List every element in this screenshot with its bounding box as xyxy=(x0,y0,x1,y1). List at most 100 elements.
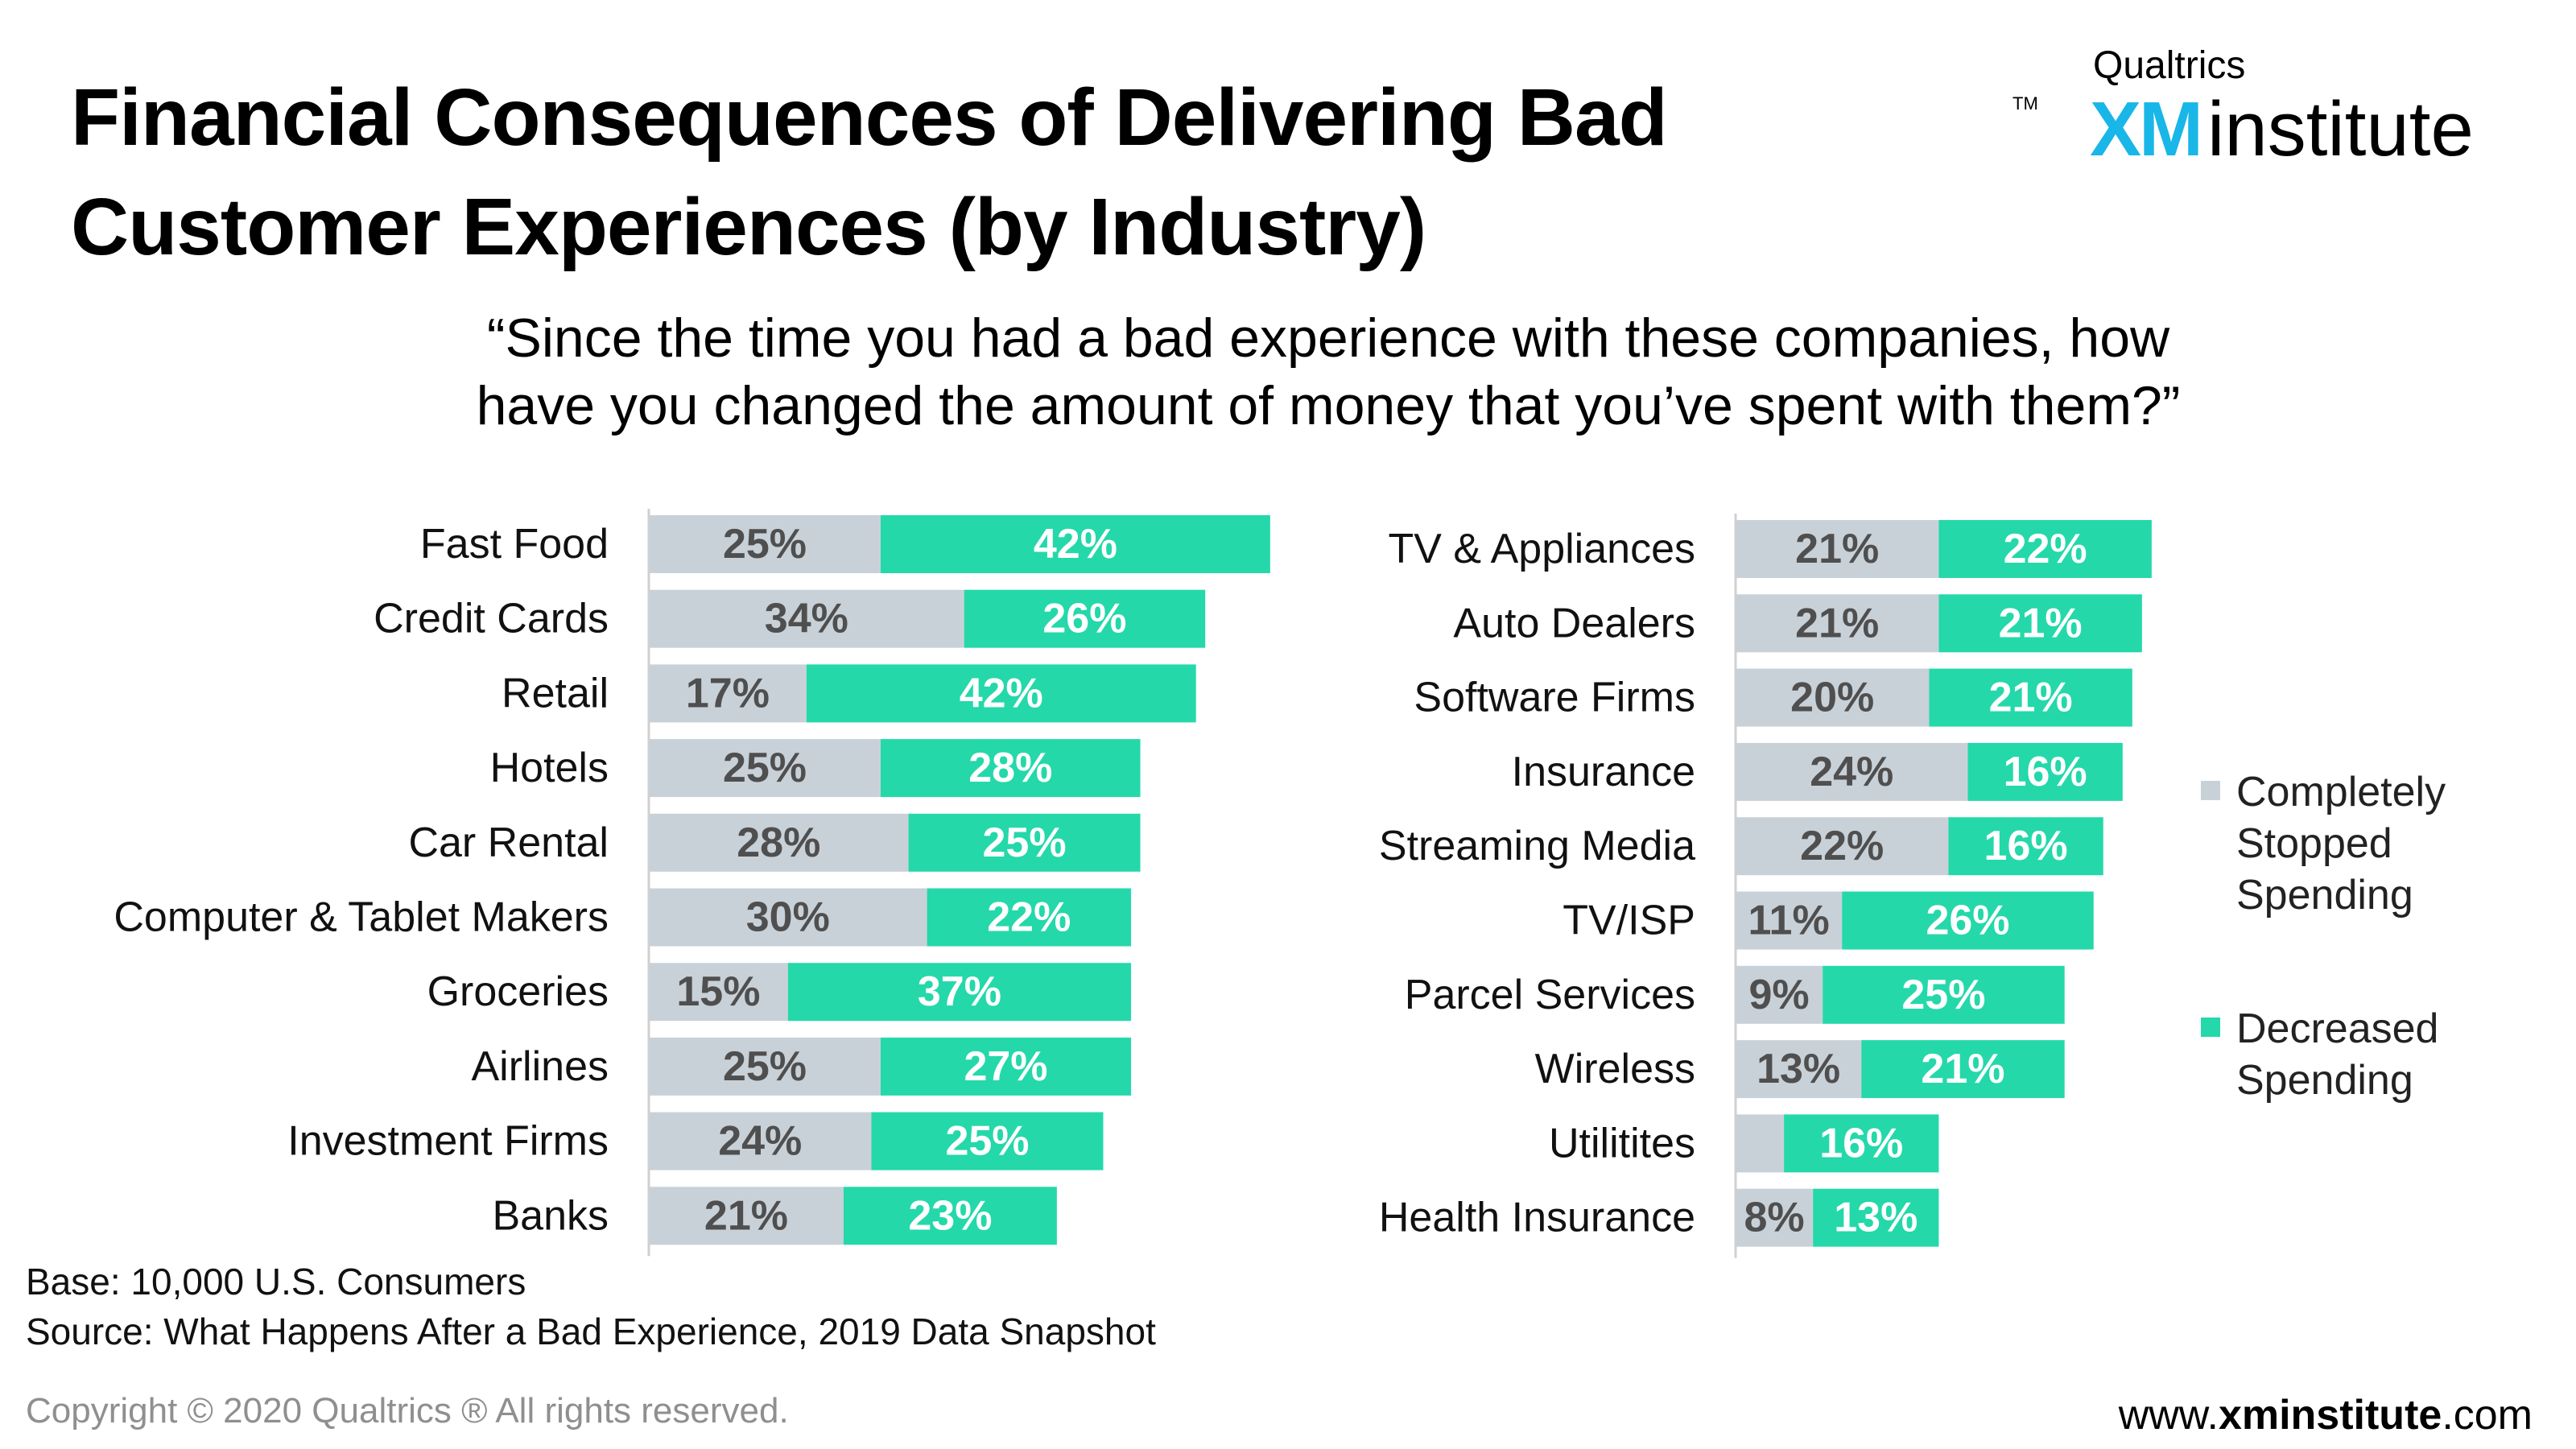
data-label-decreased: 27% xyxy=(964,1043,1047,1090)
category-label: Utilitites xyxy=(1549,1120,1695,1166)
bar-stopped xyxy=(649,1187,844,1245)
bar-decreased xyxy=(1938,520,2152,578)
bar-stopped xyxy=(649,739,881,798)
category-label: Credit Cards xyxy=(374,596,609,642)
bar-stopped xyxy=(1736,742,1968,801)
data-label-stopped: 24% xyxy=(1810,749,1893,795)
bar-stopped xyxy=(649,1037,881,1096)
data-label-stopped: 22% xyxy=(1800,823,1884,869)
data-label-stopped: 34% xyxy=(765,596,848,642)
legend-item-decreased: Decreased Spending xyxy=(2201,1003,2542,1106)
category-label: Auto Dealers xyxy=(1453,600,1695,646)
bar-decreased xyxy=(881,739,1141,798)
brand-logo: XMinstitute xyxy=(2090,85,2474,174)
bar-stopped xyxy=(649,813,909,872)
brand-qualtrics: Qualtrics xyxy=(2093,44,2246,87)
category-label: Retail xyxy=(502,670,609,716)
bar-decreased xyxy=(927,888,1132,947)
copyright-text: Copyright © 2020 Qualtrics ® All rights … xyxy=(26,1391,789,1430)
title-line-2: Customer Experiences (by Industry) xyxy=(71,182,1426,272)
category-label: Airlines xyxy=(472,1043,609,1090)
bar-decreased xyxy=(871,1112,1104,1170)
data-label-decreased: 28% xyxy=(968,745,1052,791)
data-label-decreased: 22% xyxy=(987,894,1071,941)
data-label-decreased: 42% xyxy=(960,670,1043,716)
source-note: Source: What Happens After a Bad Experie… xyxy=(26,1311,1156,1352)
data-label-decreased: 26% xyxy=(1926,898,2009,944)
data-label-stopped: 25% xyxy=(723,521,807,568)
category-label: Insurance xyxy=(1512,749,1695,795)
bar-stopped xyxy=(649,1112,872,1170)
category-label: Computer & Tablet Makers xyxy=(114,894,609,941)
data-label-decreased: 21% xyxy=(1921,1046,2004,1092)
legend-item-stopped: Completely Stopped Spending xyxy=(2201,766,2542,921)
data-label-decreased: 22% xyxy=(2004,526,2087,572)
bar-stopped xyxy=(1736,520,1939,578)
data-label-decreased: 25% xyxy=(983,819,1067,866)
data-label-stopped: 30% xyxy=(746,894,830,941)
data-label-decreased: 26% xyxy=(1042,596,1126,642)
category-label: Banks xyxy=(492,1192,609,1239)
bar-decreased xyxy=(1929,668,2132,727)
bar-decreased xyxy=(1813,1188,1939,1247)
data-label-stopped: 8% xyxy=(1744,1195,1805,1241)
bar-stopped xyxy=(1736,1188,1814,1247)
data-label-stopped: 17% xyxy=(686,670,770,716)
bar-decreased xyxy=(1842,891,2094,950)
data-label-stopped: 9% xyxy=(1749,972,1810,1018)
bar-stopped xyxy=(1736,668,1930,727)
bar-decreased xyxy=(1784,1114,1939,1173)
bar-stopped xyxy=(1736,594,1939,653)
data-label-decreased: 16% xyxy=(1819,1120,1903,1166)
data-label-decreased: 21% xyxy=(1999,600,2083,646)
legend-decreased-line-2: Spending xyxy=(2236,1057,2413,1104)
data-label-decreased: 13% xyxy=(1834,1195,1918,1241)
brand-institute: institute xyxy=(2207,86,2474,172)
survey-question: “Since the time you had a bad experience… xyxy=(322,304,2334,440)
bar-stopped xyxy=(1736,1114,1785,1173)
data-label-decreased: 42% xyxy=(1034,521,1117,568)
bar-stopped xyxy=(649,515,881,573)
category-label: TV/ISP xyxy=(1563,898,1695,944)
bar-stopped xyxy=(1736,817,1949,876)
bar-decreased xyxy=(908,813,1141,872)
data-label-stopped: 15% xyxy=(676,968,760,1015)
category-label: Groceries xyxy=(427,968,609,1015)
bar-decreased xyxy=(806,664,1196,723)
bar-stopped xyxy=(649,589,964,648)
bar-decreased xyxy=(881,1037,1132,1096)
legend-stopped-line-1: Completely xyxy=(2236,769,2446,815)
bar-decreased xyxy=(843,1187,1057,1245)
data-label-stopped: 20% xyxy=(1790,675,1874,721)
bar-decreased xyxy=(881,515,1270,573)
brand-xm: XM xyxy=(2090,86,2203,172)
title-line-1: Financial Consequences of Delivering Bad xyxy=(71,72,1668,163)
data-label-decreased: 25% xyxy=(945,1118,1029,1165)
category-label: Investment Firms xyxy=(287,1118,609,1165)
legend-label-decreased: Decreased Spending xyxy=(2236,1003,2542,1106)
category-label: Health Insurance xyxy=(1379,1195,1695,1241)
legend-decreased-line-1: Decreased xyxy=(2236,1005,2439,1052)
category-label: Streaming Media xyxy=(1379,823,1695,869)
legend-swatch-decreased xyxy=(2201,1018,2220,1037)
legend-stopped-line-3: Spending xyxy=(2236,872,2413,919)
legend-swatch-stopped xyxy=(2201,781,2220,800)
data-label-stopped: 13% xyxy=(1757,1046,1840,1092)
category-label: Hotels xyxy=(490,745,609,791)
category-label: Fast Food xyxy=(420,521,609,568)
category-label: Car Rental xyxy=(408,819,609,866)
bar-decreased xyxy=(1823,965,2065,1024)
data-label-decreased: 23% xyxy=(908,1192,992,1239)
url-domain: xminstitute xyxy=(2218,1392,2442,1439)
category-label: TV & Appliances xyxy=(1388,526,1695,572)
website-link[interactable]: www.xminstitute.com xyxy=(1969,1389,2533,1441)
data-label-decreased: 21% xyxy=(1989,675,2073,721)
survey-question-line-1: “Since the time you had a bad experience… xyxy=(486,308,2170,369)
bar-decreased xyxy=(787,963,1132,1022)
page-title: Financial Consequences of Delivering Bad… xyxy=(71,63,1922,282)
bar-stopped xyxy=(649,963,788,1022)
url-suffix: .com xyxy=(2442,1392,2533,1439)
data-label-stopped: 28% xyxy=(737,819,820,866)
data-label-decreased: 16% xyxy=(1984,823,2068,869)
category-label: Software Firms xyxy=(1414,675,1695,721)
